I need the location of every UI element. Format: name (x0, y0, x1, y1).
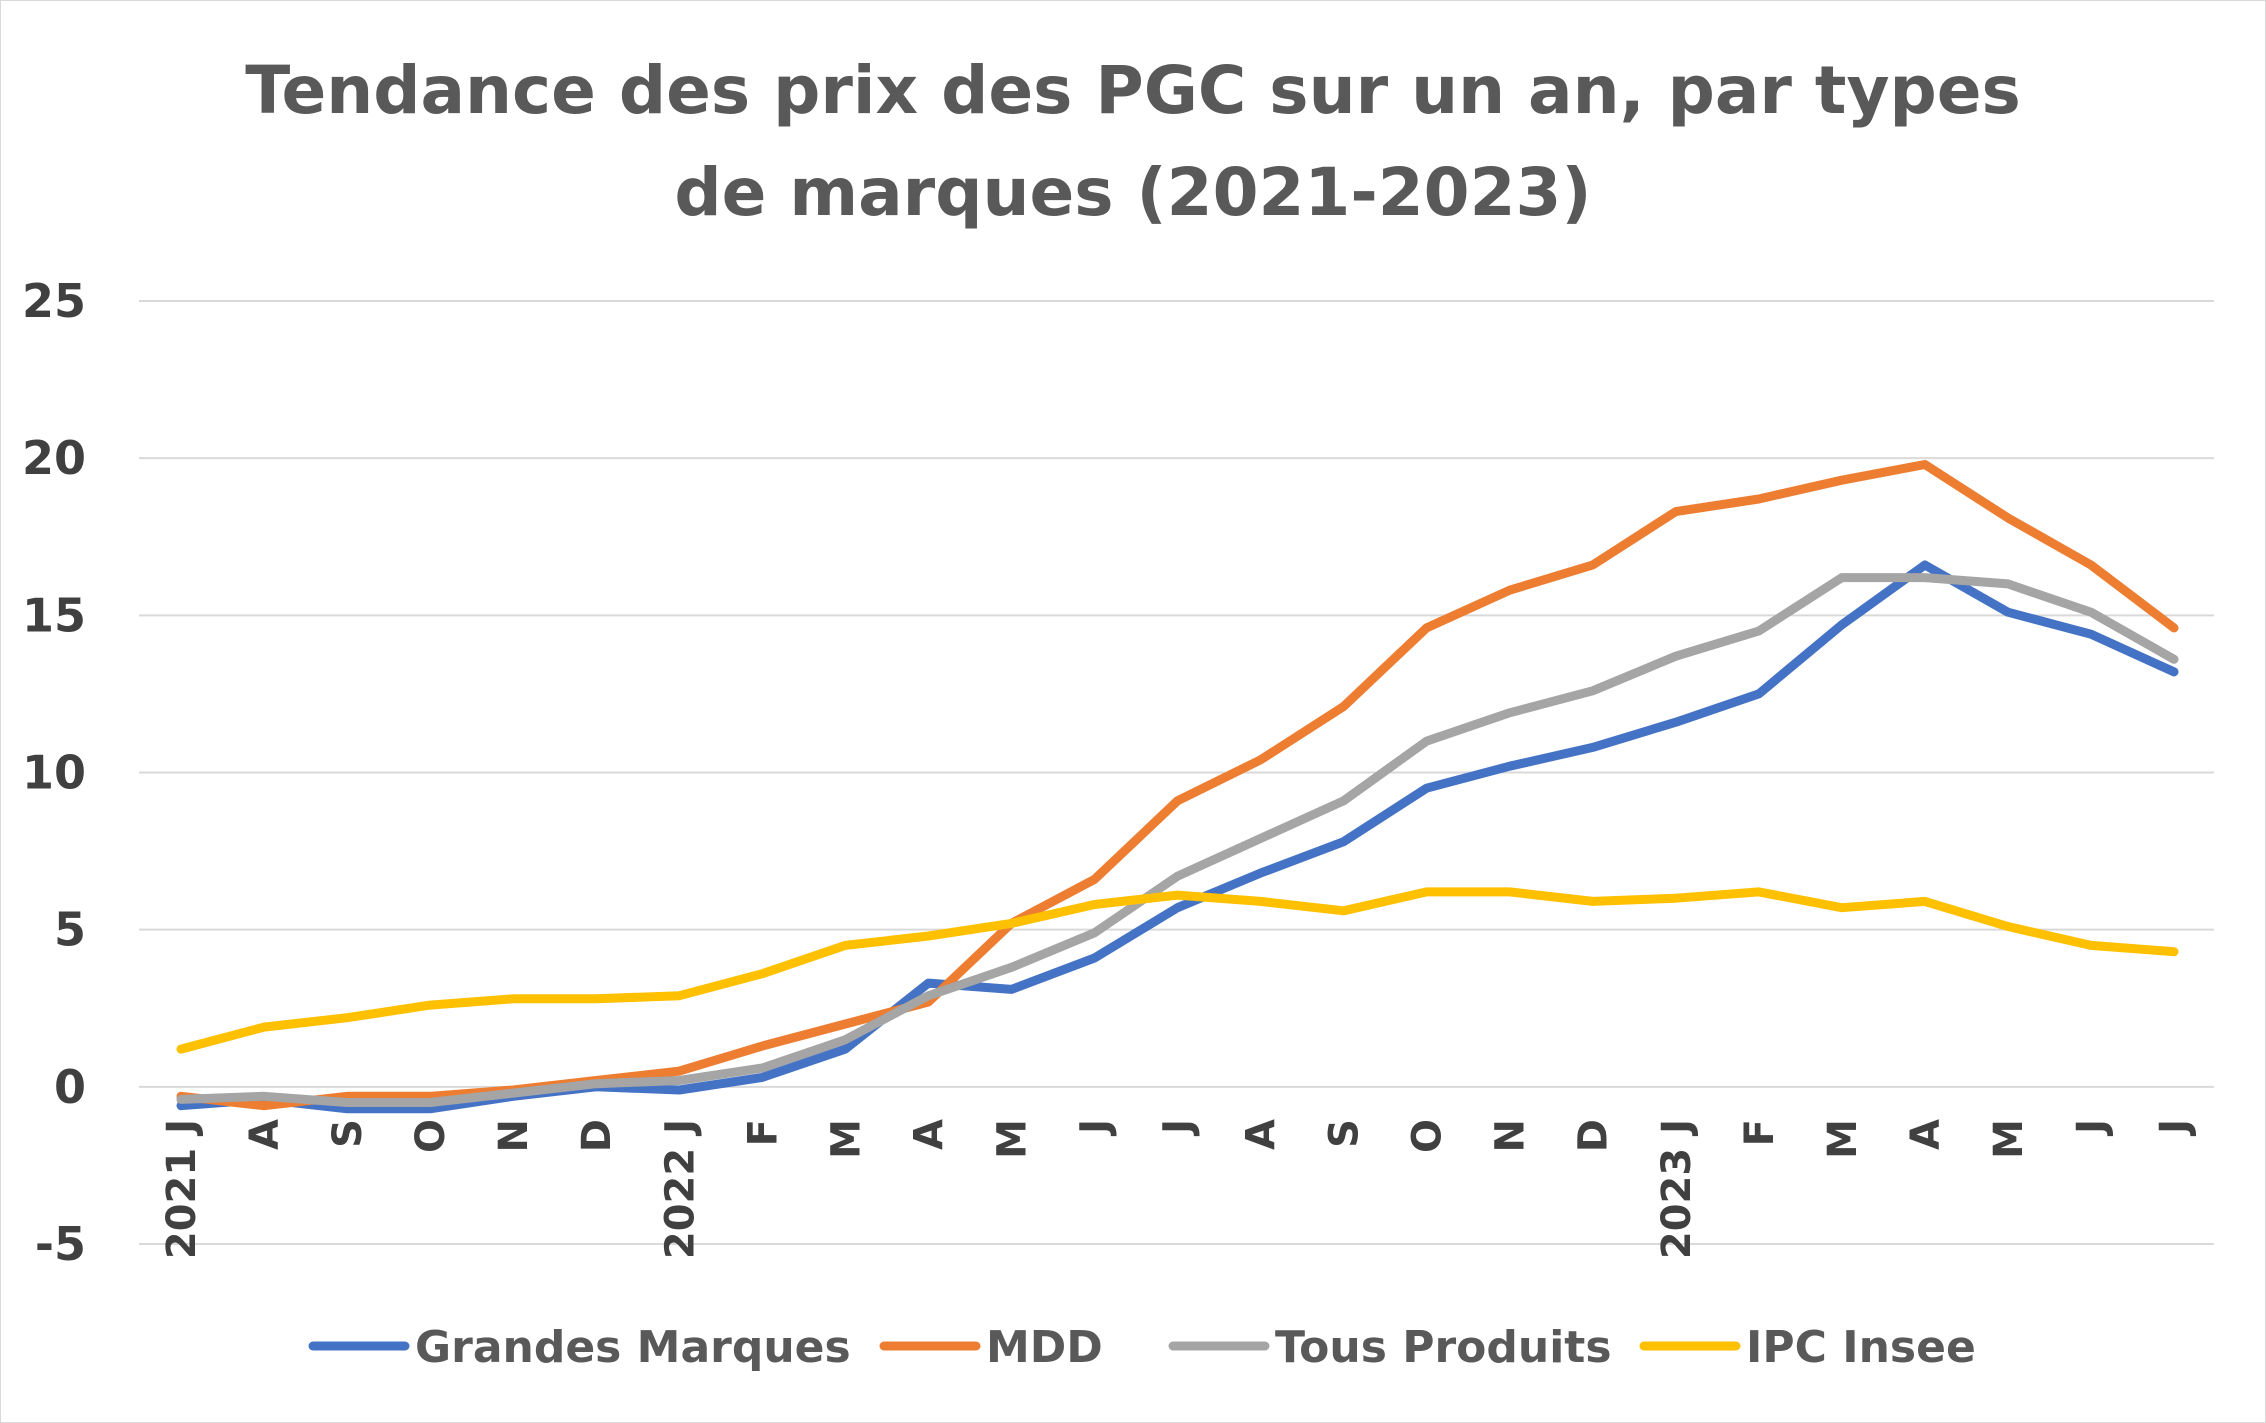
y-tick-label: 15 (22, 588, 86, 642)
legend-label-0: Grandes Marques (415, 1322, 851, 1373)
x-tick-label: D (1571, 1119, 1617, 1152)
legend-label-3: IPC Insee (1746, 1322, 1976, 1373)
x-tick-label: N (1488, 1119, 1534, 1152)
y-tick-label: 0 (54, 1060, 86, 1114)
x-tick-label: J (2152, 1119, 2198, 1137)
x-tick-label: A (1239, 1119, 1285, 1150)
x-tick-label: 2023 J (1654, 1119, 1700, 1259)
x-tick-label: O (408, 1119, 454, 1153)
y-axis-ticks: -5 0 5 10 15 20 25 (22, 274, 86, 1271)
x-tick-label: S (325, 1119, 371, 1148)
legend-label-1: MDD (986, 1322, 1103, 1373)
x-tick-label: F (1737, 1119, 1783, 1146)
chart-title-line-1: Tendance des prix des PGC sur un an, par… (245, 52, 2021, 129)
series-line-1 (176, 460, 2179, 1111)
x-tick-label: O (1405, 1119, 1451, 1153)
series-lines (176, 460, 2179, 1114)
x-tick-label: M (1986, 1119, 2032, 1159)
x-tick-label: J (1072, 1119, 1118, 1137)
series-line-3 (176, 887, 2179, 1054)
x-tick-label: D (574, 1119, 620, 1152)
x-tick-label: M (1820, 1119, 1866, 1159)
x-tick-label: S (1322, 1119, 1368, 1148)
x-tick-label: 2022 J (657, 1119, 703, 1259)
y-tick-label: 5 (54, 903, 86, 957)
y-tick-label: 10 (22, 746, 86, 800)
x-tick-label: A (242, 1119, 288, 1150)
x-tick-label: A (906, 1119, 952, 1150)
y-tick-label: 20 (22, 431, 86, 485)
y-tick-label: -5 (35, 1217, 86, 1271)
x-axis-ticks: 2021 J A S O N D 2022 J F M A M J J A S O N D 2023 J F M A M J J (159, 1119, 2198, 1259)
series-line-0 (176, 560, 2179, 1114)
x-tick-label: J (2069, 1119, 2115, 1137)
x-tick-label: J (1156, 1119, 1202, 1137)
gridlines (139, 300, 2214, 1245)
x-tick-label: 2021 J (159, 1119, 205, 1259)
x-tick-label: N (491, 1119, 537, 1152)
x-tick-label: F (740, 1119, 786, 1146)
legend: Grandes Marques MDD Tous Produits IPC Insee (308, 1322, 1976, 1373)
x-tick-label: M (823, 1119, 869, 1159)
y-tick-label: 25 (22, 274, 86, 328)
chart-title-line-2: de marques (2021-2023) (674, 154, 1591, 231)
x-tick-label: A (1903, 1119, 1949, 1150)
series-line-2 (176, 573, 2179, 1107)
legend-label-2: Tous Produits (1275, 1322, 1612, 1373)
x-tick-label: M (989, 1119, 1035, 1159)
